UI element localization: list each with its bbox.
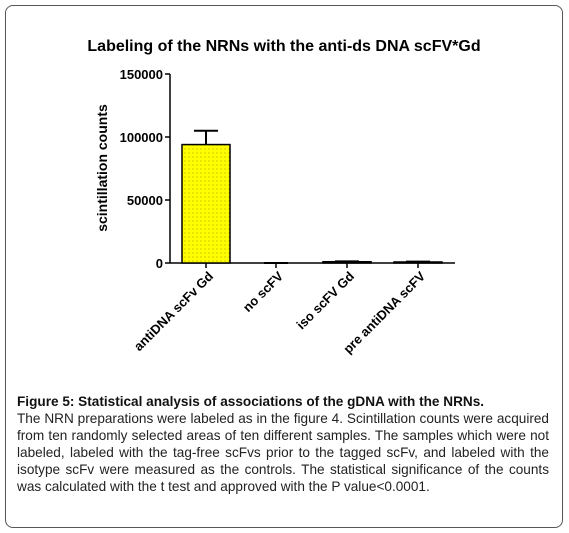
chart-title: Labeling of the NRNs with the anti-ds DN…	[87, 38, 480, 55]
y-tick-label: 100000	[120, 130, 163, 145]
x-tick-label: iso scFV Gd	[293, 268, 357, 332]
caption-text: The NRN preparations were labeled as in …	[17, 411, 549, 494]
chart: Labeling of the NRNs with the anti-ds DN…	[87, 38, 480, 356]
caption-title: Figure 5: Statistical analysis of associ…	[17, 394, 485, 409]
figure-frame	[5, 5, 563, 528]
y-tick-label: 150000	[120, 67, 163, 82]
x-tick-label: no scFV	[240, 268, 287, 315]
bar	[181, 143, 231, 264]
y-tick-label: 0	[156, 256, 163, 271]
x-tick-label: antiDNA scFv Gd	[131, 268, 216, 353]
caption: Figure 5: Statistical analysis of associ…	[17, 393, 549, 495]
y-axis-label: scintillation counts	[94, 104, 110, 232]
error-bar	[194, 129, 218, 145]
y-tick-label: 50000	[127, 193, 163, 208]
